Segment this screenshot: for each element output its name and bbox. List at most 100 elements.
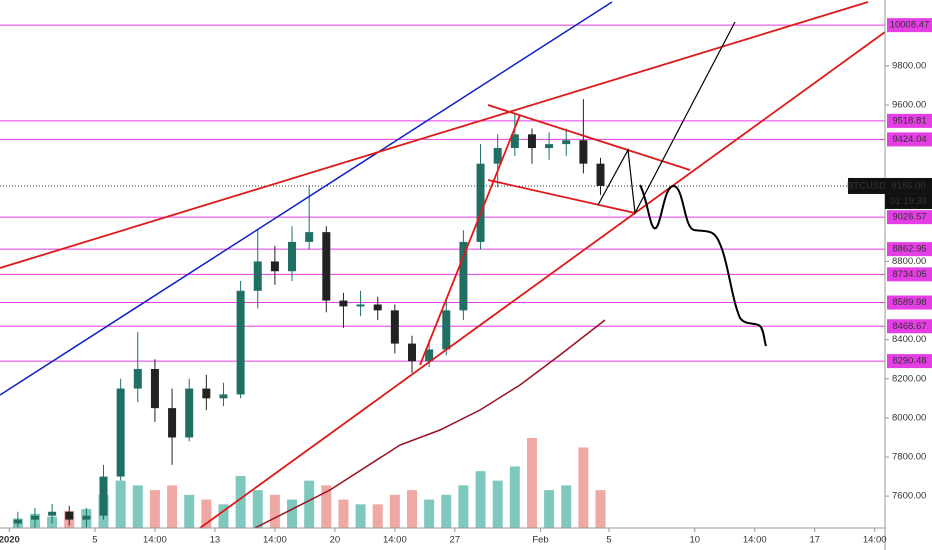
y-tick-label: 8400.00 — [892, 334, 926, 345]
volume-bar — [269, 494, 280, 528]
volume-bar — [201, 499, 212, 528]
symbol-box — [848, 177, 885, 194]
red-trendline — [199, 31, 886, 529]
last-price-label: 9186.00 — [891, 180, 925, 191]
x-tick-label: 14:00 — [743, 535, 767, 546]
candle-body — [288, 241, 297, 272]
x-tick-label: 27 — [450, 535, 461, 546]
volume-bar — [338, 499, 349, 528]
candle-body — [168, 408, 177, 438]
volume-bar — [526, 438, 537, 528]
level-label: 8862.95 — [892, 244, 926, 255]
level-label: 8290.48 — [892, 356, 926, 367]
level-label-box — [887, 132, 932, 147]
candle-body — [390, 310, 399, 344]
level-label-box — [887, 295, 932, 310]
volume-bar — [132, 485, 143, 528]
volume-bar — [544, 490, 555, 528]
candle-body — [493, 148, 502, 164]
drawings — [0, 1, 886, 529]
volume-bar — [424, 499, 435, 528]
volume-bar — [355, 504, 366, 528]
candle-body — [407, 343, 416, 362]
volume-bar — [167, 485, 178, 528]
y-tick-label: 8800.00 — [892, 256, 926, 267]
volume-bar — [149, 490, 160, 528]
candle-body — [459, 241, 468, 311]
x-tick-label: 20 — [330, 535, 341, 546]
x-tick-label: Feb — [532, 535, 548, 546]
blue-trendline — [0, 1, 613, 396]
volume-bar — [492, 480, 503, 528]
volume-bar — [372, 504, 383, 528]
candle-body — [596, 163, 605, 186]
volume-bar — [406, 490, 417, 528]
projection-curve — [639, 184, 767, 347]
level-label: 9026.57 — [892, 212, 926, 223]
y-tick-label: 9800.00 — [892, 60, 926, 71]
candle-body — [30, 515, 39, 520]
volume-bar — [321, 485, 332, 528]
y-tick-label: 8200.00 — [892, 373, 926, 384]
axis-labels: 9800.00 9600.00 8800.00 8400.00 8200.00 8000.… — [0, 18, 932, 546]
candle-body — [185, 388, 194, 438]
candle-body — [305, 232, 314, 242]
countdown-box — [885, 193, 932, 209]
projection-line — [597, 21, 736, 216]
candle-body — [510, 134, 519, 149]
candle-body — [253, 261, 262, 291]
volume-bar — [235, 475, 246, 528]
level-label-box — [887, 18, 932, 33]
level-label: 9424.04 — [892, 134, 926, 145]
symbol-label: BTCUSD — [847, 180, 886, 191]
volume-bar — [184, 494, 195, 528]
level-label: 10008.47 — [890, 20, 930, 31]
volume-bar — [578, 447, 589, 528]
volume-bar — [561, 485, 572, 528]
volume-bar — [441, 494, 452, 528]
candle-body — [527, 134, 536, 149]
x-tick-label: 14:00 — [263, 535, 287, 546]
y-tick-label: 7600.00 — [892, 491, 926, 502]
red-flag-line — [487, 179, 636, 214]
candle-body — [476, 163, 485, 242]
x-tick-label: 14:00 — [383, 535, 407, 546]
candle-body — [322, 232, 331, 301]
plot — [0, 24, 885, 528]
candle-body — [48, 511, 57, 516]
level-label: 9518.81 — [892, 115, 926, 126]
x-tick-label: 5 — [92, 535, 97, 546]
candle-body — [65, 511, 74, 520]
volume-bar — [115, 480, 126, 528]
candle-body — [236, 290, 245, 395]
y-tick-label: 9600.00 — [892, 100, 926, 111]
candle-body — [82, 515, 91, 520]
level-label-box — [887, 354, 932, 369]
level-label: 8734.05 — [892, 269, 926, 280]
level-label-box — [887, 210, 932, 225]
x-tick-label: 14:00 — [143, 535, 167, 546]
volume-bar — [252, 490, 263, 528]
countdown-label: 01:19:38 — [890, 196, 927, 207]
moving-average — [254, 319, 606, 529]
level-label-box — [887, 319, 932, 334]
x-tick-label: 5 — [606, 535, 611, 546]
level-label: 8589.98 — [892, 297, 926, 308]
candle-body — [579, 140, 588, 164]
level-label-box — [887, 267, 932, 282]
x-tick-label: 14:00 — [863, 535, 887, 546]
candle-body — [13, 519, 22, 524]
volume-bar — [475, 471, 486, 528]
candle-body — [562, 140, 571, 145]
candle-body — [356, 304, 365, 307]
volume-bar — [287, 499, 298, 528]
volume-bar — [304, 480, 315, 528]
level-label-box — [887, 242, 932, 257]
x-tick-label: 13 — [210, 535, 221, 546]
candle-body — [133, 369, 142, 389]
candle-body — [339, 300, 348, 307]
candle-body — [545, 144, 554, 149]
level-label-box — [887, 113, 932, 128]
candle-body — [116, 388, 125, 477]
